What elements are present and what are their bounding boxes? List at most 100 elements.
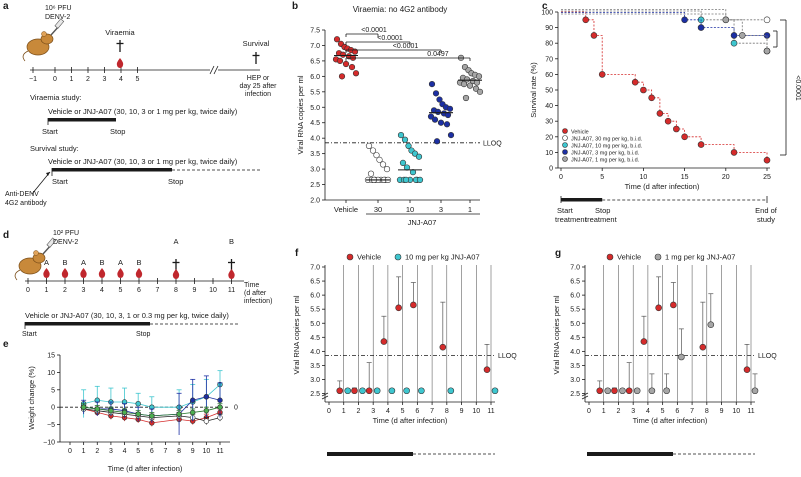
y-tick-label: 2.0	[310, 198, 320, 205]
y-tick-label: 2.5	[310, 391, 320, 398]
timeline-tick-label: 1	[70, 76, 74, 83]
sampling-group-label: B	[62, 258, 67, 267]
sampling-group-label: A	[81, 258, 86, 267]
weight-point	[94, 406, 100, 412]
viral-load-point	[633, 387, 641, 395]
viral-load-point	[743, 366, 751, 373]
data-point	[399, 159, 407, 167]
data-point	[348, 63, 356, 71]
survival-point	[697, 24, 705, 31]
panel-label-e: e	[3, 339, 9, 350]
survival-point	[763, 16, 771, 24]
x-tick-label: 4	[123, 448, 127, 455]
syringe-barrel	[54, 18, 65, 29]
y-tick-label: 7.0	[310, 43, 320, 50]
time-label: Time	[244, 282, 259, 289]
viral-load-point	[625, 387, 633, 395]
chart-title: Viraemia: no 4G2 antibody	[353, 5, 448, 14]
data-point	[476, 88, 484, 95]
sampling-drop-icon	[98, 268, 106, 278]
x-tick-label: 0	[559, 174, 563, 181]
reference-label: 0	[234, 405, 238, 412]
y-tick-label: 3.5	[570, 363, 580, 370]
viraemia-study-title: Viraemia study:	[30, 93, 82, 102]
data-point	[405, 142, 412, 150]
viral-load-point	[439, 343, 447, 351]
viral-load-point	[611, 387, 618, 395]
y-tick-label: 6.0	[310, 74, 320, 81]
x-tick-label: 4	[646, 408, 650, 415]
timeline-tick-label: 3	[103, 76, 107, 83]
x-tick-label: 11	[747, 408, 754, 415]
legend-marker	[562, 135, 568, 141]
syringe-barrel	[46, 237, 57, 248]
lloq-label: LLOQ	[483, 140, 502, 147]
survival-point	[763, 47, 771, 55]
viral-load-point	[670, 301, 677, 309]
y-axis-label: Weight change (%)	[27, 366, 36, 430]
timeline-tick-label: 6	[137, 287, 141, 294]
antibody-label: 4G2 antibody	[5, 200, 47, 207]
x-tick-label: 20	[722, 174, 730, 181]
x-tick-label: 5	[136, 448, 140, 455]
y-tick-label: 40	[545, 103, 553, 110]
x-tick-label: 2	[617, 408, 621, 415]
viral-load-point	[403, 387, 410, 395]
weight-point	[217, 404, 223, 410]
sampling-group-label: B	[99, 258, 104, 267]
timeline-tick-label: 9	[193, 287, 197, 294]
y-tick-label: 4.5	[570, 335, 580, 342]
viral-load-point	[604, 387, 612, 395]
y-tick-label: 3.5	[310, 363, 320, 370]
data-point	[339, 51, 347, 58]
viraemia-drop-icon	[116, 58, 124, 68]
category-label: 10	[406, 205, 414, 214]
y-tick-label: 5.5	[310, 307, 320, 314]
viral-load-point	[663, 387, 670, 395]
survival-point	[763, 156, 771, 164]
data-point	[379, 161, 387, 168]
stop-label: treatment	[585, 215, 618, 224]
sampling-group-label: A	[118, 258, 123, 267]
y-tick-label: 5.0	[570, 321, 580, 328]
data-point	[376, 156, 383, 163]
start-label: Start	[557, 206, 574, 215]
time-label: infection)	[244, 298, 272, 305]
y-tick-label: 5.5	[310, 89, 320, 96]
treatment-label: Vehicle or JNJ-A07 (30, 10, 3, 1 or 0.3 …	[25, 311, 229, 320]
legend-label: Vehicle	[571, 129, 589, 135]
category-label: Vehicle	[334, 205, 358, 214]
panel-label-b: b	[292, 1, 298, 12]
data-point	[369, 147, 377, 154]
viraemia-treatment-label: Vehicle or JNJ-A07 (30, 10, 3 or 1 mg pe…	[48, 107, 238, 116]
y-tick-label: 0	[549, 166, 553, 173]
viral-load-point	[707, 321, 715, 328]
timeline-tick-label: 7	[156, 287, 160, 294]
data-point	[415, 153, 423, 160]
x-tick-label: 1	[82, 448, 86, 455]
y-tick-label: 6.5	[310, 58, 320, 65]
viral-load-point	[678, 353, 685, 361]
stop-label: Stop	[136, 331, 151, 338]
lloq-label: LLOQ	[498, 353, 517, 360]
panel-label-a: a	[3, 1, 9, 12]
survival-point	[656, 110, 664, 117]
x-tick-label: 10	[732, 408, 740, 415]
viral-load-point	[640, 338, 648, 345]
end-label: study	[757, 215, 775, 224]
x-tick-label: 5	[661, 408, 665, 415]
y-tick-label: 3.0	[570, 377, 580, 384]
x-axis-label: Time (d after infection)	[633, 416, 708, 425]
weight-point	[121, 409, 128, 416]
survival-point	[730, 32, 738, 39]
survival-start-label: Start	[52, 177, 69, 186]
hep-endpoint-label: day 25 after	[240, 83, 278, 90]
y-tick-label: 7.0	[570, 265, 580, 272]
survival-stop-label: Stop	[168, 177, 183, 186]
mouse-illustration	[22, 18, 65, 62]
antibody-arrowhead	[46, 172, 50, 176]
viral-load-point	[418, 387, 425, 395]
x-tick-label: 1	[602, 408, 606, 415]
sampling-drop-icon	[61, 268, 69, 278]
y-tick-label: 5.0	[310, 105, 320, 112]
